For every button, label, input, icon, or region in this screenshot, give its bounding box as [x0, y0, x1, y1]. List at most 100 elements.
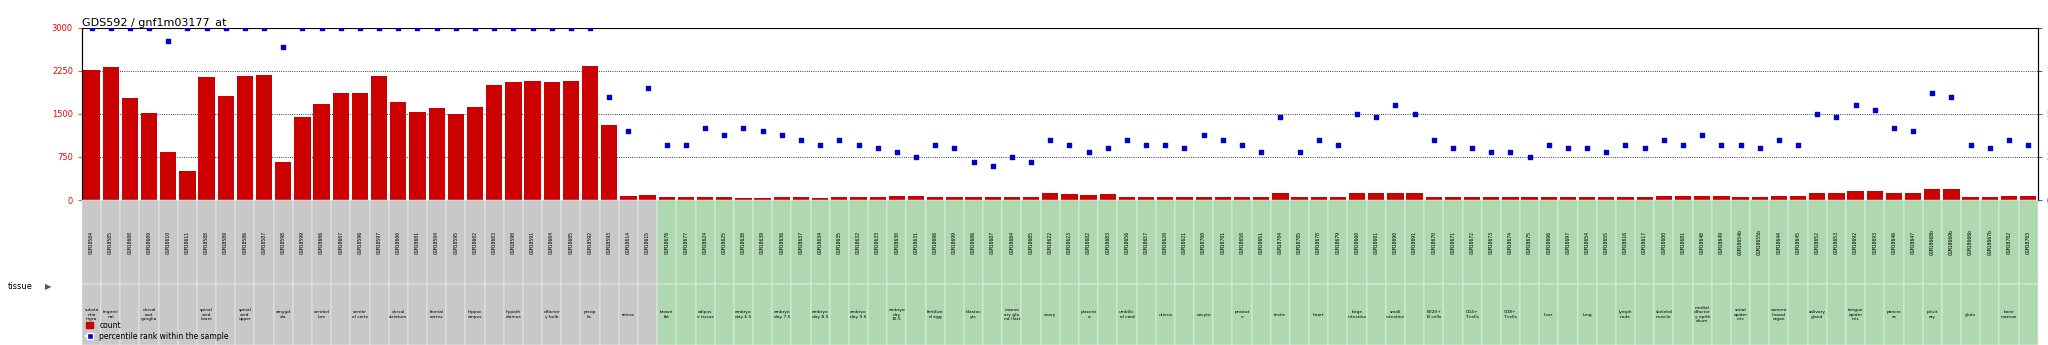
- Bar: [735, 198, 752, 200]
- Point: [1954, 142, 1987, 148]
- Text: GSM18648: GSM18648: [1700, 230, 1704, 254]
- Text: GSM18691: GSM18691: [1411, 230, 1417, 254]
- Bar: [1962, 197, 1978, 200]
- FancyBboxPatch shape: [1040, 284, 1059, 345]
- Bar: [928, 197, 944, 200]
- Point: [670, 142, 702, 148]
- Text: GSM18586: GSM18586: [242, 230, 248, 254]
- FancyBboxPatch shape: [1634, 200, 1655, 284]
- Point: [1167, 146, 1200, 151]
- Text: hypoth
alamus: hypoth alamus: [506, 310, 520, 319]
- Bar: [717, 197, 733, 200]
- Bar: [563, 81, 580, 200]
- FancyBboxPatch shape: [1980, 284, 1999, 345]
- FancyBboxPatch shape: [791, 284, 811, 345]
- FancyBboxPatch shape: [1616, 284, 1634, 345]
- Point: [248, 25, 281, 30]
- Point: [1743, 146, 1776, 151]
- FancyBboxPatch shape: [1212, 284, 1233, 345]
- Text: oocyte: oocyte: [1196, 313, 1210, 317]
- FancyBboxPatch shape: [1962, 284, 1980, 345]
- Text: GSM18698: GSM18698: [932, 230, 938, 254]
- Text: lymph
node: lymph node: [1618, 310, 1632, 319]
- FancyBboxPatch shape: [1712, 284, 1731, 345]
- Bar: [1272, 193, 1288, 200]
- Text: medial
olfactor
y epith
elium: medial olfactor y epith elium: [1694, 306, 1710, 323]
- Text: GSM18680: GSM18680: [1661, 230, 1667, 254]
- Bar: [1694, 196, 1710, 200]
- FancyBboxPatch shape: [1559, 200, 1577, 284]
- FancyBboxPatch shape: [1155, 200, 1176, 284]
- Text: adipos
e tissue: adipos e tissue: [696, 310, 713, 319]
- FancyBboxPatch shape: [1329, 284, 1348, 345]
- Bar: [1522, 197, 1538, 200]
- Bar: [1425, 197, 1442, 200]
- Text: trigemi
nal: trigemi nal: [102, 310, 119, 319]
- Text: small
intestine: small intestine: [1386, 310, 1405, 319]
- FancyBboxPatch shape: [1233, 284, 1251, 345]
- Text: GSM18650: GSM18650: [1239, 230, 1245, 254]
- FancyBboxPatch shape: [1712, 200, 1731, 284]
- FancyBboxPatch shape: [772, 284, 791, 345]
- Bar: [1311, 197, 1327, 200]
- Bar: [1368, 193, 1384, 200]
- FancyBboxPatch shape: [1405, 284, 1423, 345]
- FancyBboxPatch shape: [1194, 200, 1212, 284]
- Bar: [1022, 197, 1038, 200]
- Text: GSM18675: GSM18675: [1528, 230, 1532, 254]
- FancyBboxPatch shape: [82, 200, 100, 284]
- Bar: [1886, 193, 1903, 200]
- Text: GSM18599: GSM18599: [299, 230, 305, 254]
- Text: GSM18591: GSM18591: [530, 230, 535, 254]
- Point: [76, 25, 109, 30]
- Bar: [121, 98, 137, 200]
- Text: embryo
day 9.5: embryo day 9.5: [850, 310, 866, 319]
- Text: GSM18617: GSM18617: [1642, 230, 1647, 254]
- FancyBboxPatch shape: [1845, 284, 1866, 345]
- FancyBboxPatch shape: [1366, 200, 1386, 284]
- Text: GSM18596: GSM18596: [358, 230, 362, 254]
- FancyBboxPatch shape: [1022, 200, 1040, 284]
- Point: [1475, 149, 1507, 155]
- Point: [1552, 146, 1585, 151]
- Text: GSM18702: GSM18702: [2007, 230, 2011, 254]
- Text: GSM18649: GSM18649: [1718, 230, 1724, 254]
- Point: [1993, 137, 2025, 142]
- Text: GSM18616: GSM18616: [1622, 230, 1628, 254]
- FancyBboxPatch shape: [676, 284, 696, 345]
- Text: snout
epider
mis: snout epider mis: [1733, 308, 1747, 321]
- FancyBboxPatch shape: [1251, 200, 1270, 284]
- FancyBboxPatch shape: [965, 200, 983, 284]
- Text: brown
fat: brown fat: [659, 310, 674, 319]
- FancyBboxPatch shape: [1692, 200, 1712, 284]
- FancyBboxPatch shape: [311, 284, 332, 345]
- FancyBboxPatch shape: [1233, 200, 1251, 284]
- Bar: [600, 125, 616, 200]
- Point: [516, 25, 549, 30]
- FancyBboxPatch shape: [1348, 200, 1366, 284]
- FancyBboxPatch shape: [1444, 200, 1462, 284]
- FancyBboxPatch shape: [1309, 200, 1329, 284]
- Bar: [659, 197, 676, 200]
- FancyBboxPatch shape: [428, 284, 446, 345]
- Text: GSM18609: GSM18609: [147, 230, 152, 254]
- Text: retina: retina: [623, 313, 635, 317]
- FancyBboxPatch shape: [1501, 200, 1520, 284]
- FancyBboxPatch shape: [428, 200, 446, 284]
- Text: GSM18686: GSM18686: [971, 230, 977, 254]
- Text: GSM18671: GSM18671: [1450, 230, 1456, 254]
- Text: placent
a: placent a: [1081, 310, 1098, 319]
- Text: GSM18656: GSM18656: [1124, 230, 1128, 254]
- Bar: [2019, 196, 2036, 200]
- Bar: [793, 197, 809, 200]
- Point: [1800, 111, 1833, 117]
- FancyBboxPatch shape: [522, 200, 543, 284]
- FancyBboxPatch shape: [543, 284, 561, 345]
- Bar: [1464, 197, 1481, 200]
- Point: [573, 25, 606, 30]
- Text: testis: testis: [1274, 313, 1286, 317]
- FancyBboxPatch shape: [1022, 284, 1040, 345]
- Bar: [332, 92, 348, 200]
- Text: blastoc
yts: blastoc yts: [967, 310, 981, 319]
- FancyBboxPatch shape: [983, 200, 1001, 284]
